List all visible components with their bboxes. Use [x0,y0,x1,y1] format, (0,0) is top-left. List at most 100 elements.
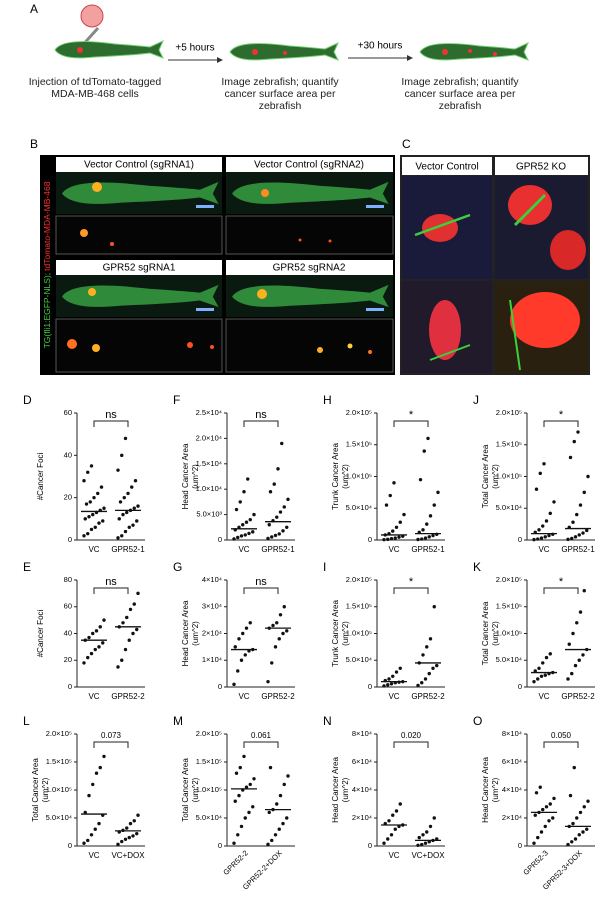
data-point [101,519,105,523]
y-tick-label: 1.5×10⁴ [196,459,222,468]
x-tick-label: VC [88,692,99,701]
data-point [427,671,431,676]
data-point [426,436,430,441]
tumor-signal [88,288,96,296]
data-point [393,536,397,540]
y-tick-label: 5.0×10⁴ [196,813,222,822]
image-title: GPR52 sgRNA2 [273,263,346,274]
data-point [278,793,283,798]
data-point [575,621,579,625]
data-point [131,834,135,838]
y-tick-label: 4×10⁴ [352,785,372,794]
y-tick-label: 6×10⁴ [352,757,372,766]
y-tick-label: 0 [218,535,222,544]
data-point [132,819,136,823]
data-point [128,607,133,612]
y-tick-label: 5.0×10⁴ [346,655,372,664]
x-tick-label: GPR52-1 [561,545,595,554]
data-point [89,651,94,656]
data-point [82,841,86,845]
data-point [282,782,286,787]
data-point [552,500,556,504]
data-point [268,490,273,494]
y-tick-label: 0 [218,841,222,850]
data-point [232,682,236,687]
significance-bracket [243,587,279,594]
scale-bar [196,308,214,311]
significance-label: * [559,409,564,421]
data-point [86,531,90,536]
data-point [382,841,386,845]
data-point [238,500,242,504]
data-point [123,647,128,652]
data-point [99,485,104,489]
step-text: Image zebrafish; quantify cancer surface… [401,76,519,112]
data-point [242,754,246,759]
image-title: Vector Control (sgRNA2) [254,160,364,171]
data-point [236,669,240,673]
panel-label: D [23,393,32,407]
data-point [233,645,237,649]
data-point [86,470,90,474]
data-point [89,527,94,532]
y-axis-label: (um^2) [341,621,350,646]
data-point [572,439,576,444]
data-point [132,506,136,510]
data-point [132,602,136,606]
significance-bracket [393,587,429,594]
data-point [582,589,586,593]
data-point [543,824,547,829]
y-tick-label: 2×10⁴ [502,813,522,822]
data-point [125,510,129,515]
data-point [267,810,271,815]
data-point [541,807,545,812]
vessel-green [513,193,547,227]
data-point [578,610,583,614]
data-point [586,799,590,803]
y-axis-label: Trunk Cancer Area [331,443,340,510]
significance-bracket [243,420,279,427]
data-point [536,835,540,840]
data-point [544,519,549,523]
data-point [571,821,575,826]
x-tick-label: VC [388,851,399,860]
data-point [577,533,581,537]
y-tick-label: 0 [518,535,522,544]
image-title-bar [226,157,393,172]
data-point [102,618,106,622]
image-title: GPR52 sgRNA1 [103,263,176,274]
data-point [232,537,236,541]
data-point [93,647,97,652]
red-channel-image [55,318,223,373]
data-point [244,520,249,524]
y-tick-label: 80 [64,575,72,584]
side-label: TG(fli1:EGFP-NLS); tdTomato-MDA-MB-468 [42,181,52,348]
data-point [270,661,274,665]
data-point [239,824,244,829]
x-tick-label: VC [238,692,249,701]
data-point [418,477,423,482]
y-axis-label: (um^2) [491,464,500,489]
significance-label: * [559,576,564,588]
significance-label: 0.073 [101,731,122,740]
data-point [421,653,425,657]
y-tick-label: 1.5×10⁵ [346,440,372,449]
y-axis-label: (um^2) [341,464,350,489]
data-point [573,535,578,539]
data-point [136,504,140,508]
data-point [551,816,555,820]
tumor-signal [261,189,269,197]
y-tick-label: 5.0×10⁴ [496,503,522,512]
data-point [386,537,390,542]
data-point [267,523,271,527]
data-point [277,637,281,641]
data-point [236,833,240,837]
data-point [570,671,574,676]
x-tick-label: GPR52-1 [111,545,145,554]
data-point [402,512,406,517]
data-point [393,827,397,831]
data-point [541,661,545,665]
data-point [282,505,286,509]
data-point [243,653,247,657]
